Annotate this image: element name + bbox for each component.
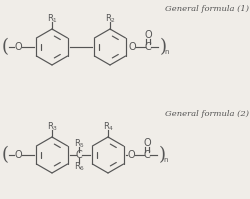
Text: R$_2$: R$_2$ bbox=[106, 13, 117, 25]
Text: R$_1$: R$_1$ bbox=[48, 13, 58, 25]
Text: O: O bbox=[144, 30, 152, 40]
Text: O: O bbox=[128, 42, 136, 52]
Text: C: C bbox=[144, 42, 152, 52]
Text: R$_5$: R$_5$ bbox=[74, 138, 86, 150]
Text: O: O bbox=[127, 150, 135, 160]
Text: ): ) bbox=[158, 146, 166, 164]
Text: General formula (1): General formula (1) bbox=[165, 5, 249, 13]
Text: R$_6$: R$_6$ bbox=[74, 161, 86, 173]
Text: R$_4$: R$_4$ bbox=[103, 121, 115, 133]
Text: ): ) bbox=[160, 38, 166, 56]
Text: C: C bbox=[144, 150, 150, 160]
Text: O: O bbox=[14, 150, 22, 160]
Text: C: C bbox=[76, 150, 82, 160]
Text: (: ( bbox=[2, 38, 8, 56]
Text: (: ( bbox=[2, 146, 8, 164]
Text: O: O bbox=[143, 138, 151, 148]
Text: O: O bbox=[14, 42, 22, 52]
Text: R$_3$: R$_3$ bbox=[48, 121, 58, 133]
Text: n: n bbox=[164, 157, 168, 163]
Text: n: n bbox=[165, 49, 169, 55]
Text: General formula (2): General formula (2) bbox=[165, 110, 249, 118]
